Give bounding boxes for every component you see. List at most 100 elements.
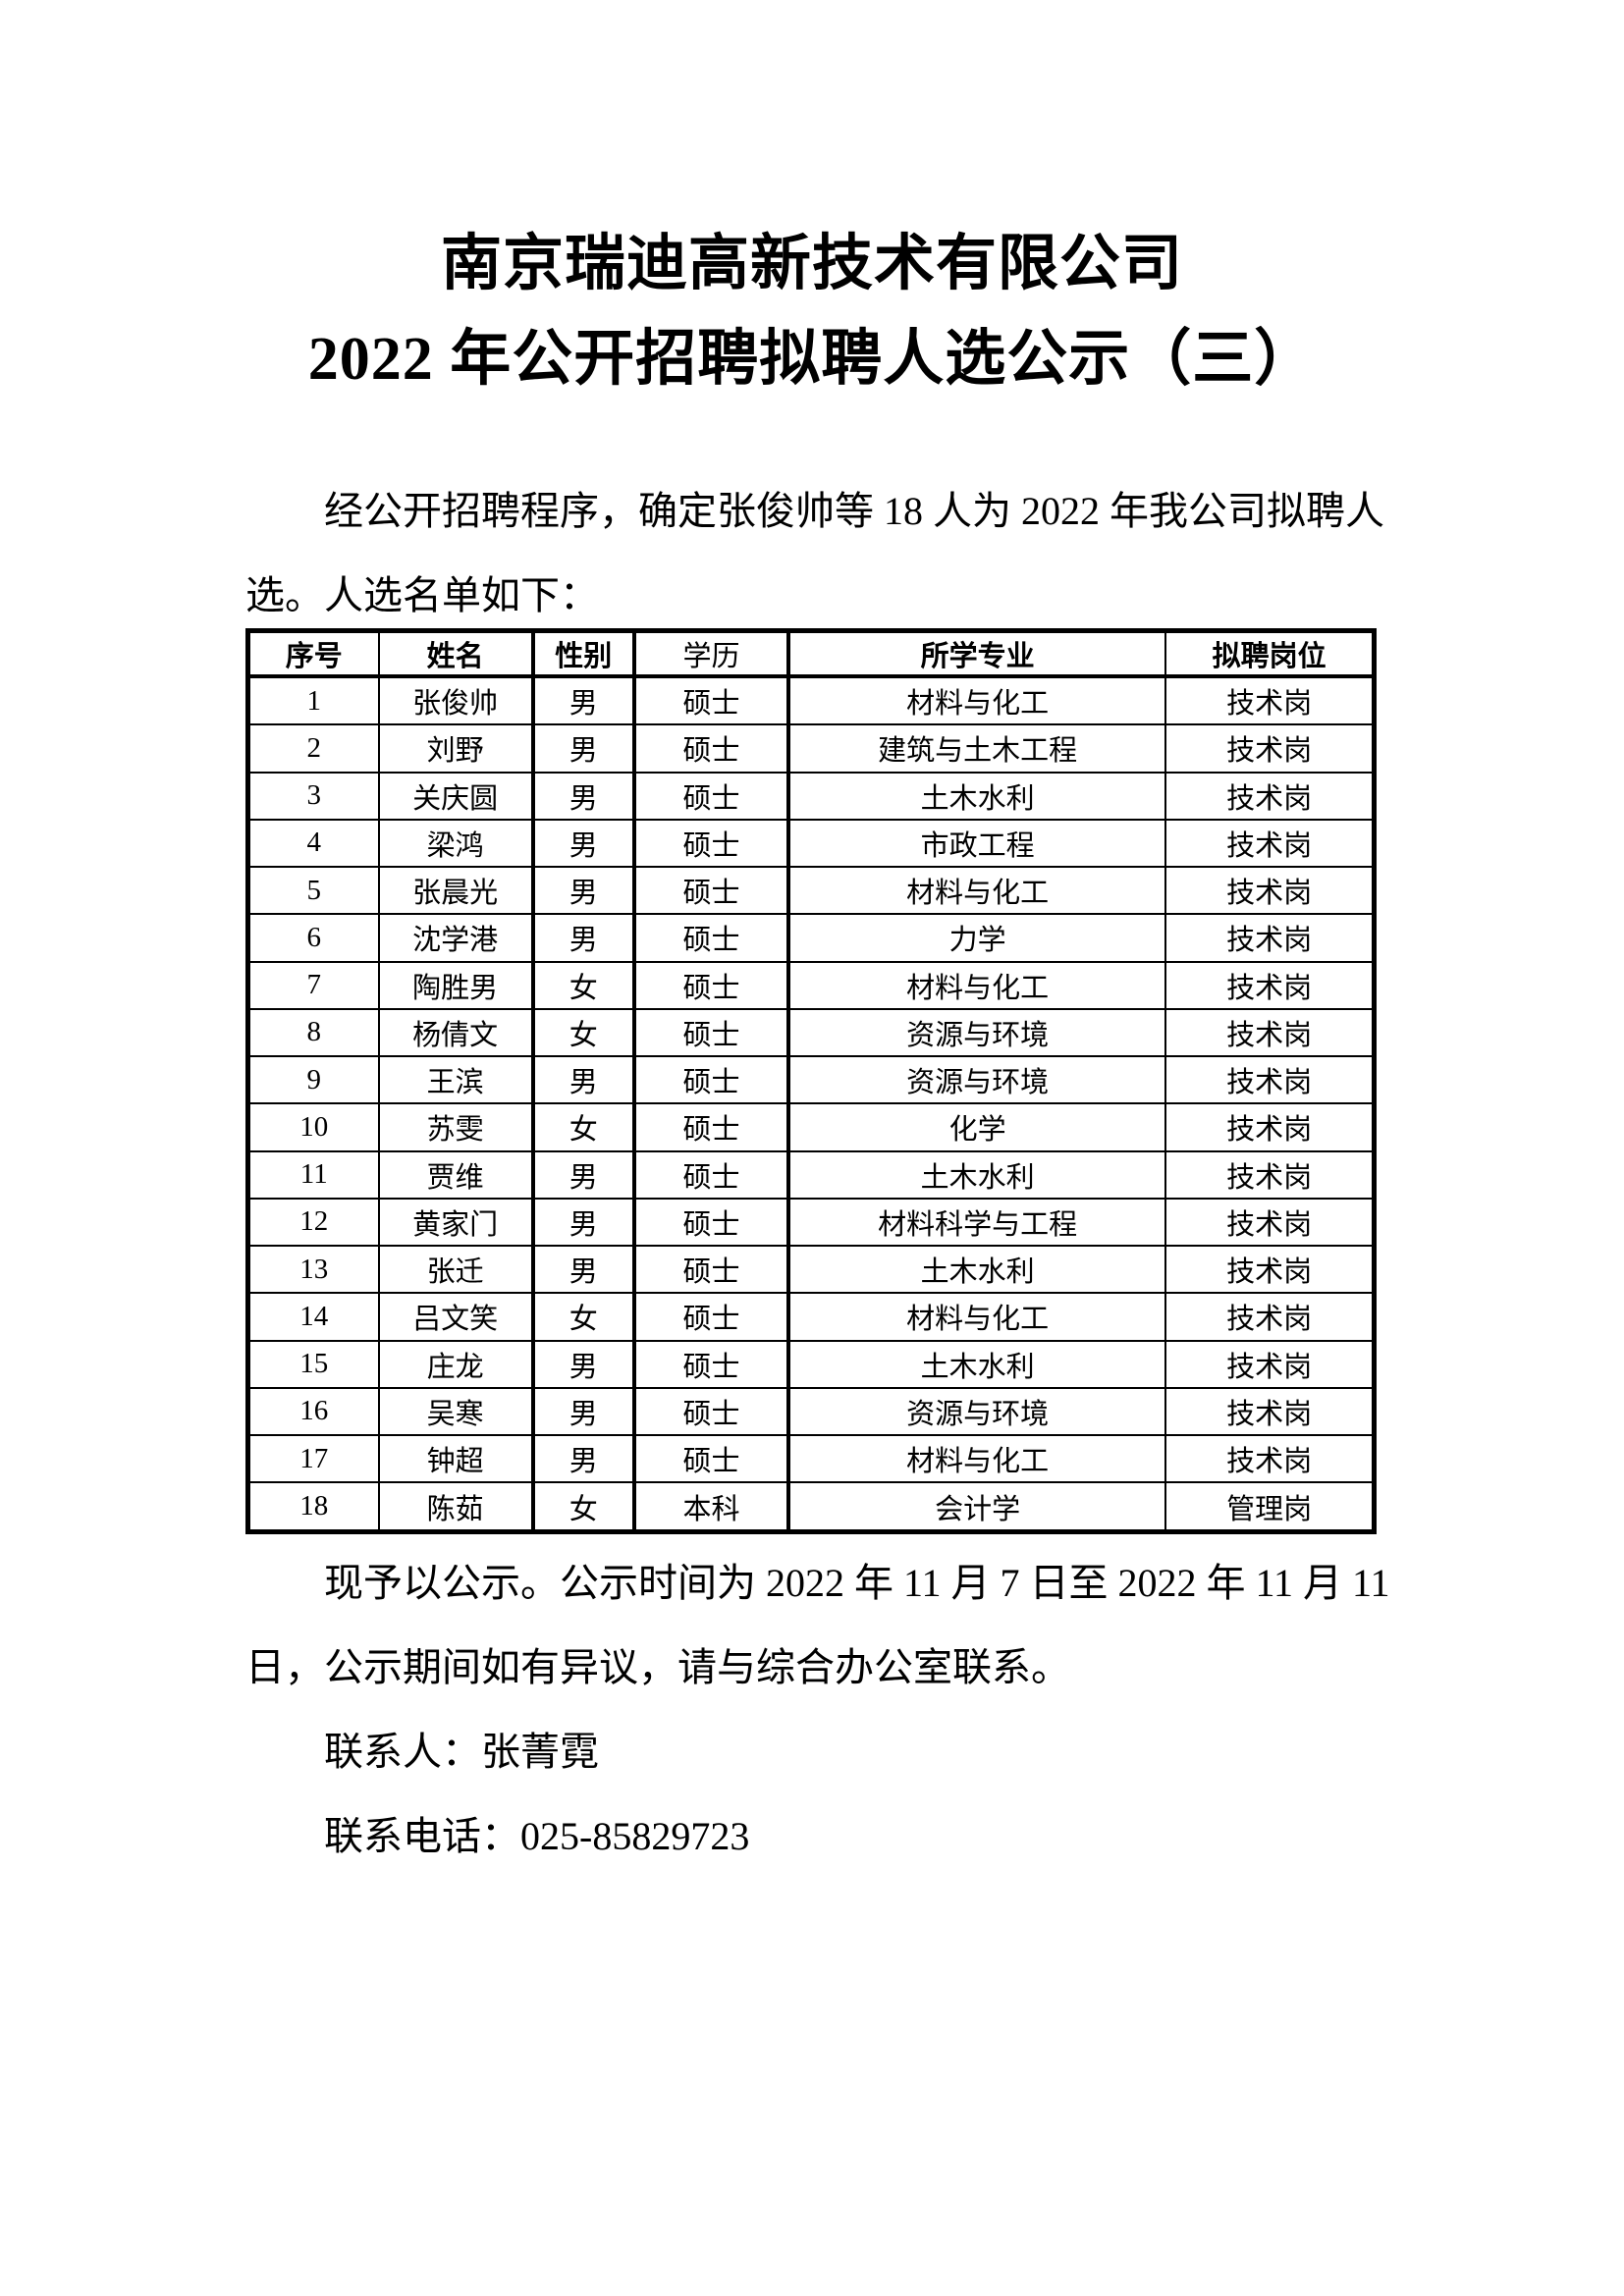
table-row: 13 张迁男硕士 土木水利 技术岗	[246, 1245, 1376, 1295]
table-cell-name: 张俊帅	[377, 674, 535, 726]
table-cell-position: 技术岗	[1164, 1149, 1376, 1200]
table-cell-position: 技术岗	[1164, 1386, 1376, 1437]
table-cell-name: 王滨	[377, 1055, 535, 1105]
header-cell-gender: 性别	[531, 629, 636, 678]
table-cell-education: 硕士	[632, 1007, 791, 1058]
table-cell-major: 材料与化工	[787, 1434, 1167, 1484]
table-cell-gender: 男	[531, 1245, 636, 1295]
table-cell-name: 陈茹	[377, 1481, 535, 1533]
table-cell-serial: 13	[246, 1245, 380, 1295]
table-cell-gender: 女	[531, 1292, 636, 1342]
table-cell-serial: 3	[246, 771, 380, 821]
contact-person-line: 联系人：张菁霓	[324, 1730, 599, 1774]
header-cell-name: 姓名	[377, 629, 535, 678]
table-cell-serial: 6	[246, 913, 380, 963]
header-cell-major: 所学专业	[787, 629, 1167, 678]
table-cell-major: 资源与环境	[787, 1007, 1167, 1058]
table-cell-position: 技术岗	[1164, 866, 1376, 916]
intro-paragraph-line-1: 经公开招聘程序，确定张俊帅等 18 人为 2022 年我公司拟聘人	[324, 489, 1384, 533]
table-cell-gender: 男	[531, 1055, 636, 1105]
table-cell-gender: 男	[531, 723, 636, 774]
table-cell-position: 技术岗	[1164, 1245, 1376, 1295]
table-cell-name: 黄家门	[377, 1197, 535, 1248]
table-cell-serial: 2	[246, 723, 380, 774]
contact-phone-line: 联系电话：025-85829723	[324, 1814, 750, 1858]
table-cell-major: 材料与化工	[787, 866, 1167, 916]
table-cell-gender: 女	[531, 1007, 636, 1058]
table-cell-gender: 女	[531, 960, 636, 1010]
table-row: 7 陶胜男女硕士 材料与化工 技术岗	[246, 960, 1376, 1010]
table-header-row: 序号 姓名 性别 学历 所学专业 拟聘岗位	[246, 629, 1376, 678]
table-cell-name: 贾维	[377, 1149, 535, 1200]
table-cell-gender: 女	[531, 1102, 636, 1152]
table-cell-education: 硕士	[632, 913, 791, 963]
document-title-line-2: 2022 年公开招聘拟聘人选公示（三）	[307, 326, 1317, 393]
table-cell-education: 硕士	[632, 674, 791, 726]
table-cell-major: 材料科学与工程	[787, 1197, 1167, 1248]
table-cell-name: 苏雯	[377, 1102, 535, 1152]
table-cell-position: 技术岗	[1164, 674, 1376, 726]
table-row: 2 刘野男硕士 建筑与土木工程 技术岗	[246, 723, 1376, 774]
table-cell-major: 材料与化工	[787, 674, 1167, 726]
table-cell-position: 技术岗	[1164, 1292, 1376, 1342]
table-body: 1 张俊帅男硕士 材料与化工 技术岗 2 刘野男硕士 建筑与土木工程 技术岗 3 关庆圆男硕士 土木…	[246, 674, 1376, 1533]
table-cell-name: 张晨光	[377, 866, 535, 916]
table-cell-position: 技术岗	[1164, 723, 1376, 774]
table-cell-position: 技术岗	[1164, 1197, 1376, 1248]
table-cell-name: 庄龙	[377, 1339, 535, 1389]
table-cell-serial: 12	[246, 1197, 380, 1248]
table-cell-education: 硕士	[632, 1055, 791, 1105]
table-row: 16 吴寒男硕士 资源与环境 技术岗	[246, 1386, 1376, 1437]
closing-block: 现予以公示。公示时间为 2022 年 11 月 7 日至 2022 年 11 月…	[245, 1541, 1390, 1879]
table-cell-education: 本科	[632, 1481, 791, 1533]
table-cell-education: 硕士	[632, 1292, 791, 1342]
table-row: 6 沈学港男硕士 力学 技术岗	[246, 913, 1376, 963]
table-cell-gender: 男	[531, 771, 636, 821]
table-cell-serial: 9	[246, 1055, 380, 1105]
table-cell-name: 张迁	[377, 1245, 535, 1295]
table-cell-gender: 女	[531, 1481, 636, 1533]
table-cell-gender: 男	[531, 1434, 636, 1484]
table-row: 14 吕文笑女硕士 材料与化工 技术岗	[246, 1292, 1376, 1342]
table-cell-position: 管理岗	[1164, 1481, 1376, 1533]
table-row: 1 张俊帅男硕士 材料与化工 技术岗	[246, 674, 1376, 726]
table-row: 12 黄家门男硕士 材料科学与工程 技术岗	[246, 1197, 1376, 1248]
table-row: 4 梁鸿男硕士 市政工程 技术岗	[246, 818, 1376, 869]
table-cell-gender: 男	[531, 1339, 636, 1389]
table-cell-name: 梁鸿	[377, 818, 535, 869]
table-cell-major: 会计学	[787, 1481, 1167, 1533]
table-cell-serial: 17	[246, 1434, 380, 1484]
table-cell-position: 技术岗	[1164, 1339, 1376, 1389]
table-cell-position: 技术岗	[1164, 913, 1376, 963]
table-cell-serial: 5	[246, 866, 380, 916]
table-cell-major: 土木水利	[787, 1149, 1167, 1200]
table-cell-position: 技术岗	[1164, 1102, 1376, 1152]
table-cell-gender: 男	[531, 674, 636, 726]
table-cell-serial: 14	[246, 1292, 380, 1342]
table-cell-gender: 男	[531, 1197, 636, 1248]
table-cell-gender: 男	[531, 1386, 636, 1437]
header-cell-education: 学历	[632, 629, 791, 678]
table-cell-education: 硕士	[632, 1149, 791, 1200]
table-cell-serial: 11	[246, 1149, 380, 1200]
table-cell-serial: 10	[246, 1102, 380, 1152]
table-row: 3 关庆圆男硕士 土木水利 技术岗	[246, 771, 1376, 821]
candidates-table: 序号 姓名 性别 学历 所学专业 拟聘岗位 1 张俊帅男硕士 材料与化工 技术岗 2 刘野男硕士 建筑…	[245, 628, 1377, 1534]
table-cell-education: 硕士	[632, 1386, 791, 1437]
table-cell-position: 技术岗	[1164, 1434, 1376, 1484]
table-cell-major: 材料与化工	[787, 1292, 1167, 1342]
table-cell-major: 力学	[787, 913, 1167, 963]
table-row: 18 陈茹女本科 会计学 管理岗	[246, 1481, 1376, 1533]
table-cell-major: 建筑与土木工程	[787, 723, 1167, 774]
table-cell-serial: 15	[246, 1339, 380, 1389]
table-cell-major: 土木水利	[787, 771, 1167, 821]
intro-paragraph-line-2: 选。人选名单如下：	[245, 573, 599, 617]
table-header: 序号 姓名 性别 学历 所学专业 拟聘岗位	[246, 629, 1376, 678]
table-cell-major: 化学	[787, 1102, 1167, 1152]
table-cell-gender: 男	[531, 866, 636, 916]
table-cell-name: 吕文笑	[377, 1292, 535, 1342]
table-cell-serial: 7	[246, 960, 380, 1010]
table-cell-position: 技术岗	[1164, 818, 1376, 869]
table-cell-serial: 8	[246, 1007, 380, 1058]
